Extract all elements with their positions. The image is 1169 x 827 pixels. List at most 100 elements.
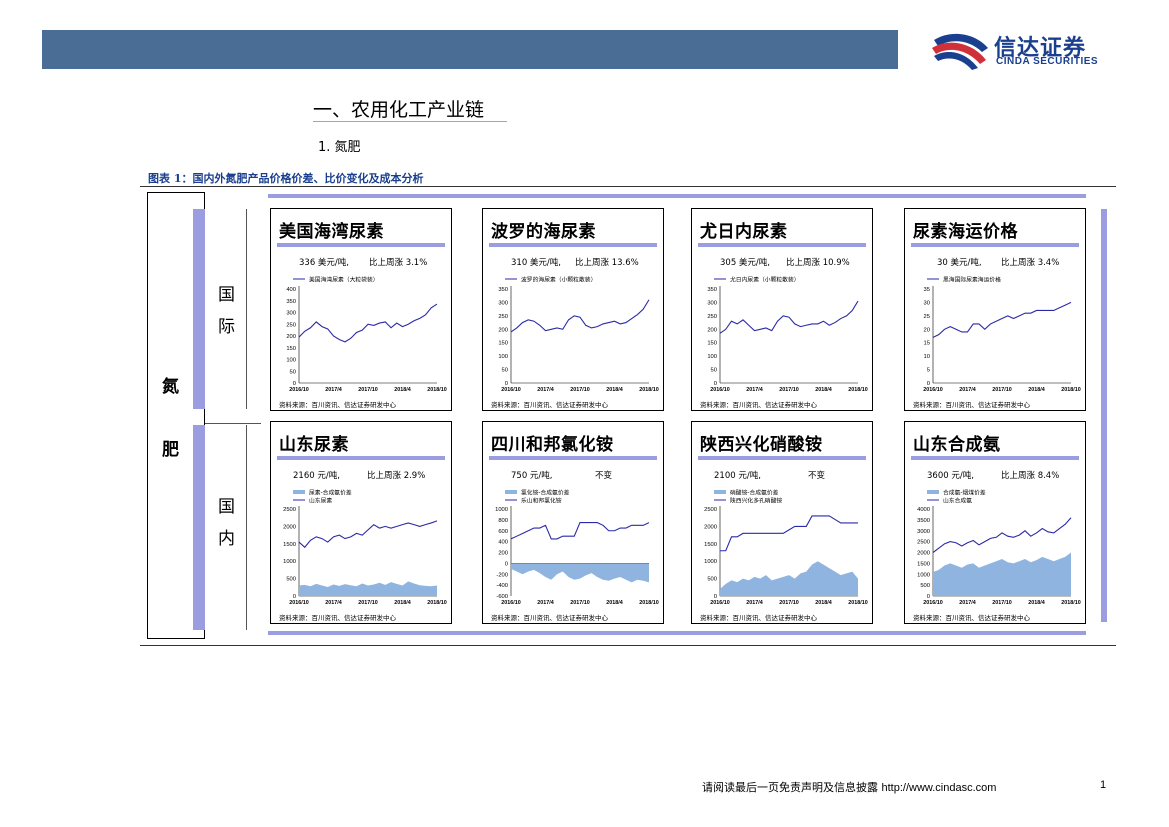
panel-title: 波罗的海尿素 — [491, 222, 596, 242]
y-tick-label: 25 — [924, 314, 930, 320]
y-tick-label: 30 — [924, 300, 930, 306]
y-tick-label: 250 — [498, 314, 508, 320]
legend-label: 波罗的海尿素（小颗粒散装） — [521, 276, 596, 284]
y-tick-label: 400 — [498, 540, 508, 546]
panel-price: 336 美元/吨, — [299, 258, 349, 268]
x-tick-label: 2017/4 — [325, 600, 342, 606]
panel-title: 山东合成氨 — [913, 435, 1001, 455]
page-number: 1 — [1100, 779, 1107, 791]
legend-label: 黑海国际尿素海运价格 — [943, 276, 1001, 284]
panel-source: 资料来源：百川资讯、信达证券研发中心 — [279, 614, 396, 622]
panel-accent-bar — [911, 243, 1079, 247]
figure-bottom-rule — [140, 645, 1116, 646]
y-tick-label: 1000 — [283, 559, 296, 565]
panel-title: 山东尿素 — [279, 435, 349, 455]
y-tick-label: 150 — [707, 341, 717, 347]
legend-label: 尤日内尿素（小颗粒散装） — [730, 276, 800, 284]
international-divider — [246, 209, 247, 409]
y-tick-label: 350 — [286, 299, 296, 305]
x-tick-label: 2017/4 — [746, 387, 763, 393]
panel-accent-bar — [277, 243, 445, 247]
legend-label: 陕西兴化多孔硝酸铵 — [730, 497, 782, 505]
x-tick-label: 2017/10 — [779, 387, 799, 393]
y-tick-label: 50 — [711, 368, 717, 374]
y-tick-label: 0 — [505, 381, 508, 387]
x-tick-label: 2016/10 — [710, 600, 730, 606]
panel-change: 不变 — [595, 471, 613, 481]
series-area — [933, 552, 1071, 596]
figure-title: 图表 1：国内外氮肥产品价格价差、比价变化及成本分析 — [148, 172, 424, 185]
y-tick-label: 500 — [707, 577, 717, 583]
company-logo[interactable]: 信达证券 CINDA SECURITIES — [928, 26, 1138, 72]
x-tick-label: 2016/10 — [710, 387, 730, 393]
y-tick-label: 100 — [286, 358, 296, 364]
panel-change: 比上周涨 3.4% — [1001, 258, 1060, 268]
category-char-1: 氮 — [162, 377, 179, 397]
panel-price: 3600 元/吨, — [927, 471, 974, 481]
y-tick-label: 0 — [927, 594, 930, 600]
y-tick-label: 150 — [286, 346, 296, 352]
figure-top-rule — [140, 186, 1116, 187]
x-tick-label: 2018/4 — [606, 600, 623, 606]
x-tick-label: 2017/4 — [959, 600, 976, 606]
legend-label: 山东尿素 — [309, 497, 332, 505]
y-tick-label: 10 — [924, 354, 930, 360]
legend-label: 氯化铵-合成氨价差 — [521, 489, 570, 497]
y-tick-label: 0 — [293, 381, 296, 387]
x-tick-label: 2017/4 — [537, 387, 554, 393]
y-tick-label: 1500 — [917, 561, 930, 567]
x-tick-label: 2016/10 — [923, 387, 943, 393]
x-tick-label: 2018/4 — [606, 387, 623, 393]
logo-text-en: CINDA SECURITIES — [996, 56, 1099, 67]
y-tick-label: 250 — [707, 314, 717, 320]
panel-shandong-urea: 山东尿素 2160 元/吨, 比上周涨 2.9% 尿素-合成氨价差 山东尿素 0 50… — [270, 421, 452, 624]
x-tick-label: 2018/10 — [1061, 387, 1081, 393]
legend-label: 硝酸铵-合成氨价差 — [730, 489, 779, 497]
x-tick-label: 2018/4 — [394, 387, 411, 393]
panel-accent-bar — [698, 456, 866, 460]
international-stripe — [193, 209, 205, 409]
y-tick-label: -200 — [496, 572, 508, 578]
panel-source: 资料来源：百川资讯、信达证券研发中心 — [913, 401, 1030, 409]
x-tick-label: 2018/10 — [639, 387, 659, 393]
x-tick-label: 2018/4 — [815, 387, 832, 393]
x-tick-label: 2018/4 — [1028, 387, 1045, 393]
x-tick-label: 2018/4 — [815, 600, 832, 606]
series-line — [932, 301, 1072, 338]
panel-chart: 黑海国际尿素海运价格 0 5 10 15 20 25 30 35 2016/10 2017/4 201… — [923, 276, 1081, 394]
series-line — [932, 517, 1072, 553]
panel-title: 陕西兴化硝酸铵 — [700, 435, 823, 455]
series-line — [720, 515, 858, 552]
panel-change: 不变 — [808, 471, 826, 481]
panel-accent-bar — [489, 243, 657, 247]
y-tick-label: 400 — [286, 287, 296, 293]
legend-label: 尿素-合成氨价差 — [309, 489, 352, 497]
x-tick-label: 2017/10 — [358, 600, 378, 606]
panel-accent-bar — [911, 456, 1079, 460]
y-tick-label: 2500 — [917, 540, 930, 546]
x-tick-label: 2017/4 — [537, 600, 554, 606]
y-tick-label: 500 — [920, 583, 930, 589]
y-tick-label: 200 — [498, 551, 508, 557]
x-tick-label: 2017/10 — [779, 600, 799, 606]
y-tick-label: 100 — [498, 354, 508, 360]
legend-swatch — [505, 490, 517, 494]
website-link[interactable]: http://www.cindasc.com — [881, 782, 997, 794]
legend-label: 乐山和邦氯化铵 — [521, 497, 562, 505]
y-tick-label: -600 — [496, 594, 508, 600]
panel-yuzhny-urea: 尤日内尿素 305 美元/吨, 比上周涨 10.9% 尤日内尿素（小颗粒散装） 0… — [691, 208, 873, 411]
y-tick-label: 200 — [707, 327, 717, 333]
x-tick-label: 2017/4 — [959, 387, 976, 393]
legend-label: 山东合成氨 — [943, 497, 972, 505]
logo-mark-icon — [932, 33, 988, 70]
section-subheading: 1. 氮肥 — [318, 140, 361, 155]
panel-source: 资料来源：百川资讯、信达证券研发中心 — [913, 614, 1030, 622]
y-tick-label: 0 — [505, 561, 508, 567]
footer-disclaimer: 请阅读最后一页免责声明及信息披露 http://www.cindasc.com — [702, 779, 996, 795]
disclaimer-text: 请阅读最后一页免责声明及信息披露 — [702, 781, 878, 794]
x-tick-label: 2018/4 — [394, 600, 411, 606]
y-tick-label: 300 — [707, 300, 717, 306]
